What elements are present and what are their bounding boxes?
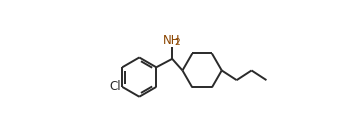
- Text: Cl: Cl: [109, 80, 121, 93]
- Text: NH: NH: [163, 34, 180, 47]
- Text: 2: 2: [175, 38, 180, 47]
